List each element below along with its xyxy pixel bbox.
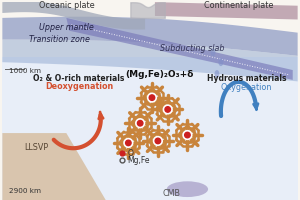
Text: 2900 km: 2900 km xyxy=(9,187,41,193)
Text: Transition zone: Transition zone xyxy=(29,34,90,43)
Text: O₂ & O-rich materials: O₂ & O-rich materials xyxy=(33,74,125,82)
Polygon shape xyxy=(2,58,298,200)
Circle shape xyxy=(126,140,131,146)
Text: Upper mantle: Upper mantle xyxy=(39,23,94,32)
Ellipse shape xyxy=(211,49,215,57)
Text: CMB: CMB xyxy=(163,188,181,197)
Text: 1000 km: 1000 km xyxy=(9,68,41,74)
Polygon shape xyxy=(155,3,298,20)
Circle shape xyxy=(148,94,156,103)
Polygon shape xyxy=(2,2,145,30)
Circle shape xyxy=(183,131,192,140)
Text: Hydrous materials: Hydrous materials xyxy=(207,74,286,82)
Text: (Mg,Fe)₂O₃+δ: (Mg,Fe)₂O₃+δ xyxy=(126,70,194,79)
Ellipse shape xyxy=(167,181,208,197)
Text: O: O xyxy=(128,149,133,157)
Circle shape xyxy=(165,107,170,113)
Text: LLSVP: LLSVP xyxy=(25,142,49,151)
Polygon shape xyxy=(2,40,298,82)
Polygon shape xyxy=(2,133,106,200)
Text: Mg,Fe: Mg,Fe xyxy=(128,155,150,164)
Text: Subducting slab: Subducting slab xyxy=(160,44,225,53)
Polygon shape xyxy=(66,19,293,81)
Circle shape xyxy=(155,138,160,144)
Text: Oceanic plate: Oceanic plate xyxy=(38,1,94,10)
Circle shape xyxy=(149,95,155,101)
Circle shape xyxy=(137,121,143,126)
Ellipse shape xyxy=(214,71,219,79)
Circle shape xyxy=(153,137,162,146)
Text: Oxygenation: Oxygenation xyxy=(221,82,272,91)
Ellipse shape xyxy=(218,59,223,67)
Circle shape xyxy=(124,139,133,148)
Circle shape xyxy=(136,119,145,128)
Polygon shape xyxy=(2,18,298,57)
Text: Continental plate: Continental plate xyxy=(204,1,273,10)
Circle shape xyxy=(184,133,190,138)
Text: Deoxygenation: Deoxygenation xyxy=(45,81,113,90)
Circle shape xyxy=(163,105,172,114)
